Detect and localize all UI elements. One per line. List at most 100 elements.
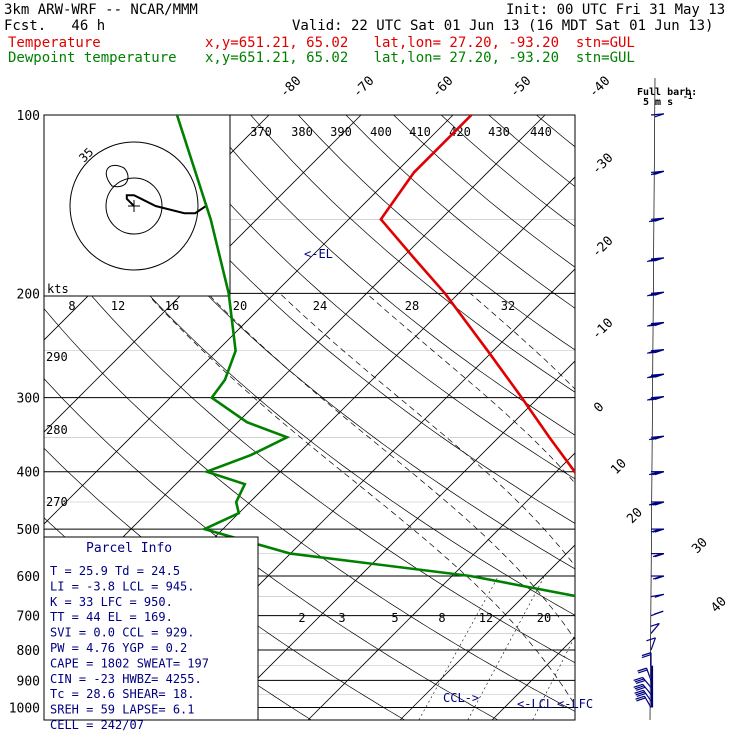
parcel-info-row: PW = 4.76 YGP = 0.2	[50, 641, 187, 655]
wind-barb	[650, 113, 665, 118]
hodograph-trace	[125, 194, 207, 215]
wind-barb	[650, 593, 664, 598]
wind-barb	[634, 689, 652, 702]
hodograph-ring	[69, 141, 199, 271]
moist-adiabat	[469, 293, 575, 390]
isotherm-line	[584, 115, 740, 720]
isotherm-label: -50	[507, 74, 534, 101]
theta-label: 370	[250, 125, 272, 139]
dry-adiabat	[202, 115, 575, 436]
wind-barb	[650, 170, 665, 176]
isotherm-line	[215, 360, 575, 720]
mixing-ratio-label: 8	[438, 611, 445, 625]
wind-barb	[648, 217, 665, 223]
dry-adiabat	[584, 115, 740, 720]
isotherm-line	[491, 636, 575, 720]
ccl-label: CCL->	[443, 691, 479, 705]
init-time: Init: 00 UTC Fri 31 May 13	[506, 2, 726, 18]
parcel-info-row: CAPE = 1802 SWEAT= 197	[50, 656, 209, 670]
isotherm-label: -60	[429, 74, 456, 101]
isotherm-label: 30	[689, 535, 711, 557]
plot-frame	[43, 114, 576, 721]
mixing-ratio-label: 12	[479, 611, 493, 625]
parcel-info-row: Tc = 28.6 SHEAR= 18.	[50, 687, 195, 701]
moist-adiabat	[708, 293, 740, 720]
theta-label: 270	[46, 495, 68, 509]
dry-adiabat	[107, 115, 575, 524]
theta-label: 400	[370, 125, 392, 139]
pressure-label: 800	[17, 644, 40, 659]
hodograph-ring	[105, 177, 163, 235]
dry-adiabat	[298, 115, 575, 351]
mixing-ratio-label: 2	[298, 611, 305, 625]
isotherm-line	[676, 115, 740, 720]
wind-barb	[651, 553, 665, 558]
moist-adiabat	[366, 293, 575, 484]
mixing-ratio-label: 3	[338, 611, 345, 625]
wind-barb	[641, 652, 652, 666]
dewpoint-legend-label: Dewpoint temperature	[8, 50, 177, 66]
wind-barb	[650, 528, 665, 533]
pressure-label: 200	[17, 287, 40, 302]
parcel-info-row: CIN = -23 HWBZ= 4255.	[50, 672, 202, 686]
barb-legend-exponent: -1	[683, 92, 693, 101]
dry-adiabat	[44, 308, 575, 712]
hodograph-speed-label: 24	[313, 299, 327, 313]
dry-adiabat	[44, 163, 575, 616]
pressure-label: 600	[17, 570, 40, 585]
pressure-label: 300	[17, 392, 40, 407]
theta-label: 420	[449, 125, 471, 139]
pressure-label: 500	[17, 523, 40, 538]
wind-barb	[646, 291, 665, 297]
parcel-info-row: CELL = 242/07	[50, 718, 144, 732]
moist-adiabat	[207, 293, 575, 641]
hodograph-speed-label: 8	[68, 299, 75, 313]
lcl-label: <-LCL	[517, 697, 553, 711]
wind-barb	[646, 321, 665, 327]
theta-label: 430	[488, 125, 510, 139]
temperature-legend-label: Temperature	[8, 35, 101, 51]
pressure-label: 400	[17, 466, 40, 481]
wind-barb	[646, 349, 665, 354]
isotherm-label: -70	[350, 74, 377, 101]
dry-adiabat	[44, 236, 575, 664]
parcel-info-row: T = 25.9 Td = 24.5	[50, 564, 180, 578]
model-title: 3km ARW-WRF -- NCAR/MMM	[4, 2, 198, 18]
mixing-ratio-label: 20	[537, 611, 551, 625]
theta-label: 290	[46, 350, 68, 364]
barb-legend-units: 5 m s	[643, 97, 673, 108]
el-label: <-EL	[304, 247, 333, 261]
wind-barb	[646, 637, 657, 651]
isotherm-line	[44, 115, 362, 433]
pressure-label: 1000	[9, 701, 40, 716]
mixing-ratio-line	[467, 575, 545, 720]
isotherm-line	[307, 452, 575, 720]
theta-label: 440	[530, 125, 552, 139]
forecast-hour: Fcst. 46 h	[4, 18, 106, 34]
hodograph-speed-label: 32	[501, 299, 515, 313]
wind-barb	[635, 695, 652, 708]
wind-barb	[648, 501, 665, 506]
wind-barb	[650, 610, 664, 617]
hodograph-speed-label: 20	[233, 299, 247, 313]
wind-barb	[648, 471, 665, 476]
isotherm-label: -20	[589, 234, 616, 261]
theta-label: 280	[46, 423, 68, 437]
pressure-label: 700	[17, 610, 40, 625]
isotherm-line	[44, 115, 454, 525]
hodograph-trace	[105, 164, 129, 188]
parcel-info-box	[43, 536, 259, 721]
moist-adiabat	[589, 293, 740, 720]
theta-label: 380	[291, 125, 313, 139]
moist-adiabat	[146, 293, 575, 706]
dry-adiabat	[727, 115, 740, 720]
theta-label: 410	[409, 125, 431, 139]
wind-barb	[646, 395, 665, 401]
dry-adiabat	[632, 115, 740, 720]
pressure-label: 100	[17, 109, 40, 124]
wind-barb	[637, 667, 652, 681]
hodograph-speed-label: 16	[165, 299, 179, 313]
lfc-label: <-LFC	[557, 697, 593, 711]
dry-adiabat	[345, 115, 575, 309]
